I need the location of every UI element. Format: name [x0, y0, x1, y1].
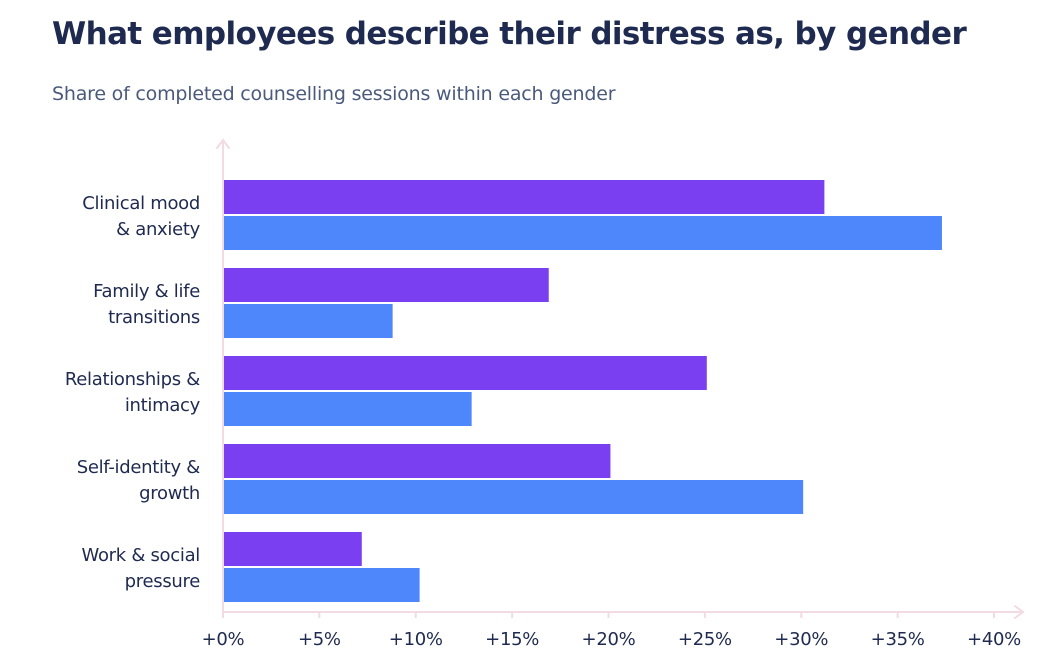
category-label-line: & anxiety — [116, 219, 201, 240]
category-label-line: Relationships & — [65, 369, 200, 390]
x-tick-label: +10% — [389, 629, 443, 650]
category-label-line: growth — [139, 483, 200, 504]
category-label-line: Self-identity & — [77, 457, 201, 478]
category-label-line: intimacy — [125, 395, 201, 416]
x-axis-ticks: +0% +5% +10% +15% +20% +25% +30% +35% +40% — [202, 612, 1021, 650]
bar-series-2-category-4 — [224, 480, 804, 514]
x-tick-label: +30% — [774, 629, 828, 650]
category-label-line: pressure — [125, 571, 201, 592]
x-tick-label: +0% — [202, 629, 245, 650]
category-label: Work & social pressure — [82, 545, 201, 592]
bar-series-2-category-2 — [224, 304, 393, 338]
x-tick-label: +5% — [298, 629, 341, 650]
x-tick-label: +15% — [485, 629, 539, 650]
bar-series-1-category-2 — [224, 268, 549, 302]
bar-series-2-category-3 — [224, 392, 472, 426]
bar-series-1-category-3 — [224, 356, 707, 390]
x-tick-label: +40% — [967, 629, 1021, 650]
category-labels: Clinical mood & anxiety Family & life trans… — [65, 193, 201, 592]
chart-subtitle: Share of completed counselling sessions … — [52, 83, 616, 105]
x-tick-label: +35% — [871, 629, 925, 650]
bar-series-1-category-5 — [224, 532, 362, 566]
category-label: Relationships & intimacy — [65, 369, 201, 416]
category-label: Self-identity & growth — [77, 457, 201, 504]
category-label-line: Work & social — [82, 545, 200, 566]
y-axis-arrow — [216, 138, 230, 149]
category-label-line: Clinical mood — [82, 193, 200, 214]
category-label-line: transitions — [108, 307, 200, 328]
bar-series-2-category-1 — [224, 216, 942, 250]
category-label: Family & life transitions — [93, 281, 200, 328]
category-label-line: Family & life — [93, 281, 200, 302]
category-label: Clinical mood & anxiety — [82, 193, 200, 240]
chart-bars — [224, 180, 942, 602]
chart-title: What employees describe their distress a… — [52, 16, 967, 52]
x-axis-arrow — [1014, 605, 1025, 619]
x-tick-label: +25% — [678, 629, 732, 650]
bar-series-2-category-5 — [224, 568, 420, 602]
bar-series-1-category-1 — [224, 180, 825, 214]
x-tick-label: +20% — [582, 629, 636, 650]
chart-axes — [216, 138, 1025, 619]
bar-series-1-category-4 — [224, 444, 611, 478]
